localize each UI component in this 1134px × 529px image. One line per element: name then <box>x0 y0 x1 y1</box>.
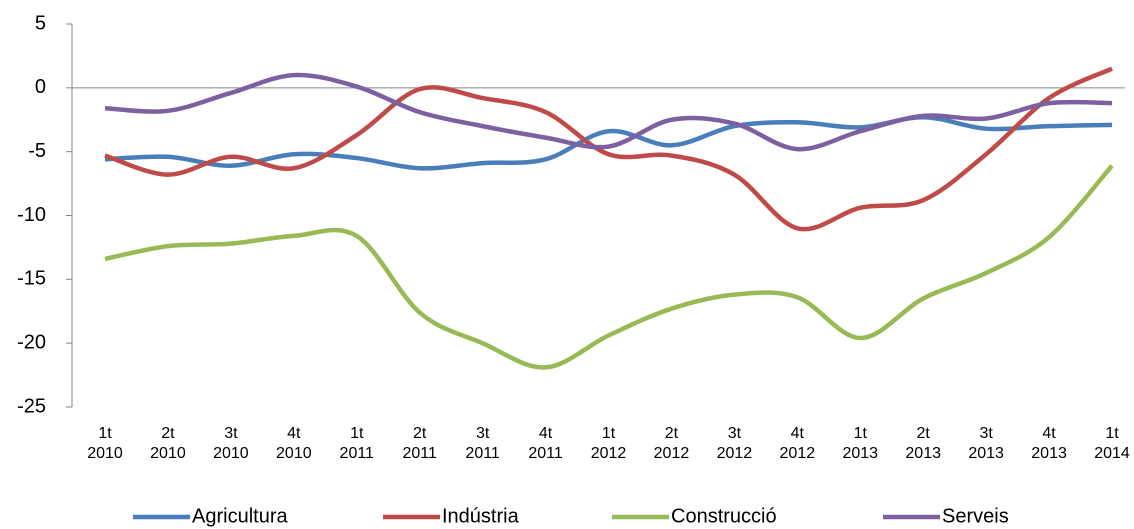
y-tick-label: -15 <box>17 268 46 290</box>
series-line <box>104 114 1113 171</box>
x-tick-label: 3t 2012 <box>716 425 753 462</box>
y-tick-label: -20 <box>17 331 46 353</box>
x-tick-label: 4t 2013 <box>1031 425 1067 462</box>
x-tick-label: 3t 2013 <box>968 425 1004 462</box>
x-tick-label: 2t 2012 <box>653 425 690 462</box>
x-tick-label: 3t 2011 <box>465 425 500 462</box>
legend-label: Serveis <box>942 505 1009 527</box>
y-tick-label: -5 <box>28 140 46 162</box>
series-line <box>104 72 1113 152</box>
x-tick-label: 1t 2013 <box>842 425 879 462</box>
x-tick-label: 1t 2014 <box>1094 425 1130 462</box>
legend-label: Construcció <box>671 505 777 527</box>
x-tick-label: 1t 2011 <box>339 425 374 462</box>
series-line <box>104 164 1114 370</box>
x-tick-label: 4t 2012 <box>779 425 816 462</box>
legend-label: Indústria <box>442 505 520 527</box>
legend-label: Agricultura <box>192 505 288 527</box>
y-tick-label: -10 <box>17 204 46 226</box>
x-tick-label: 1t 2012 <box>590 425 627 462</box>
y-tick-label: 5 <box>35 12 46 34</box>
x-tick-label: 2t 2013 <box>905 425 941 462</box>
x-tick-label: 3t 2010 <box>213 425 249 462</box>
x-tick-label: 2t 2010 <box>150 425 186 462</box>
x-tick-label: 4t 2011 <box>528 425 563 462</box>
x-tick-label: 1t 2010 <box>87 425 123 462</box>
x-tick-label: 4t 2010 <box>276 425 312 462</box>
y-tick-label: 0 <box>35 76 46 98</box>
series-line <box>104 66 1113 232</box>
y-tick-label: -25 <box>17 395 46 417</box>
x-tick-label: 2t 2011 <box>402 425 437 462</box>
